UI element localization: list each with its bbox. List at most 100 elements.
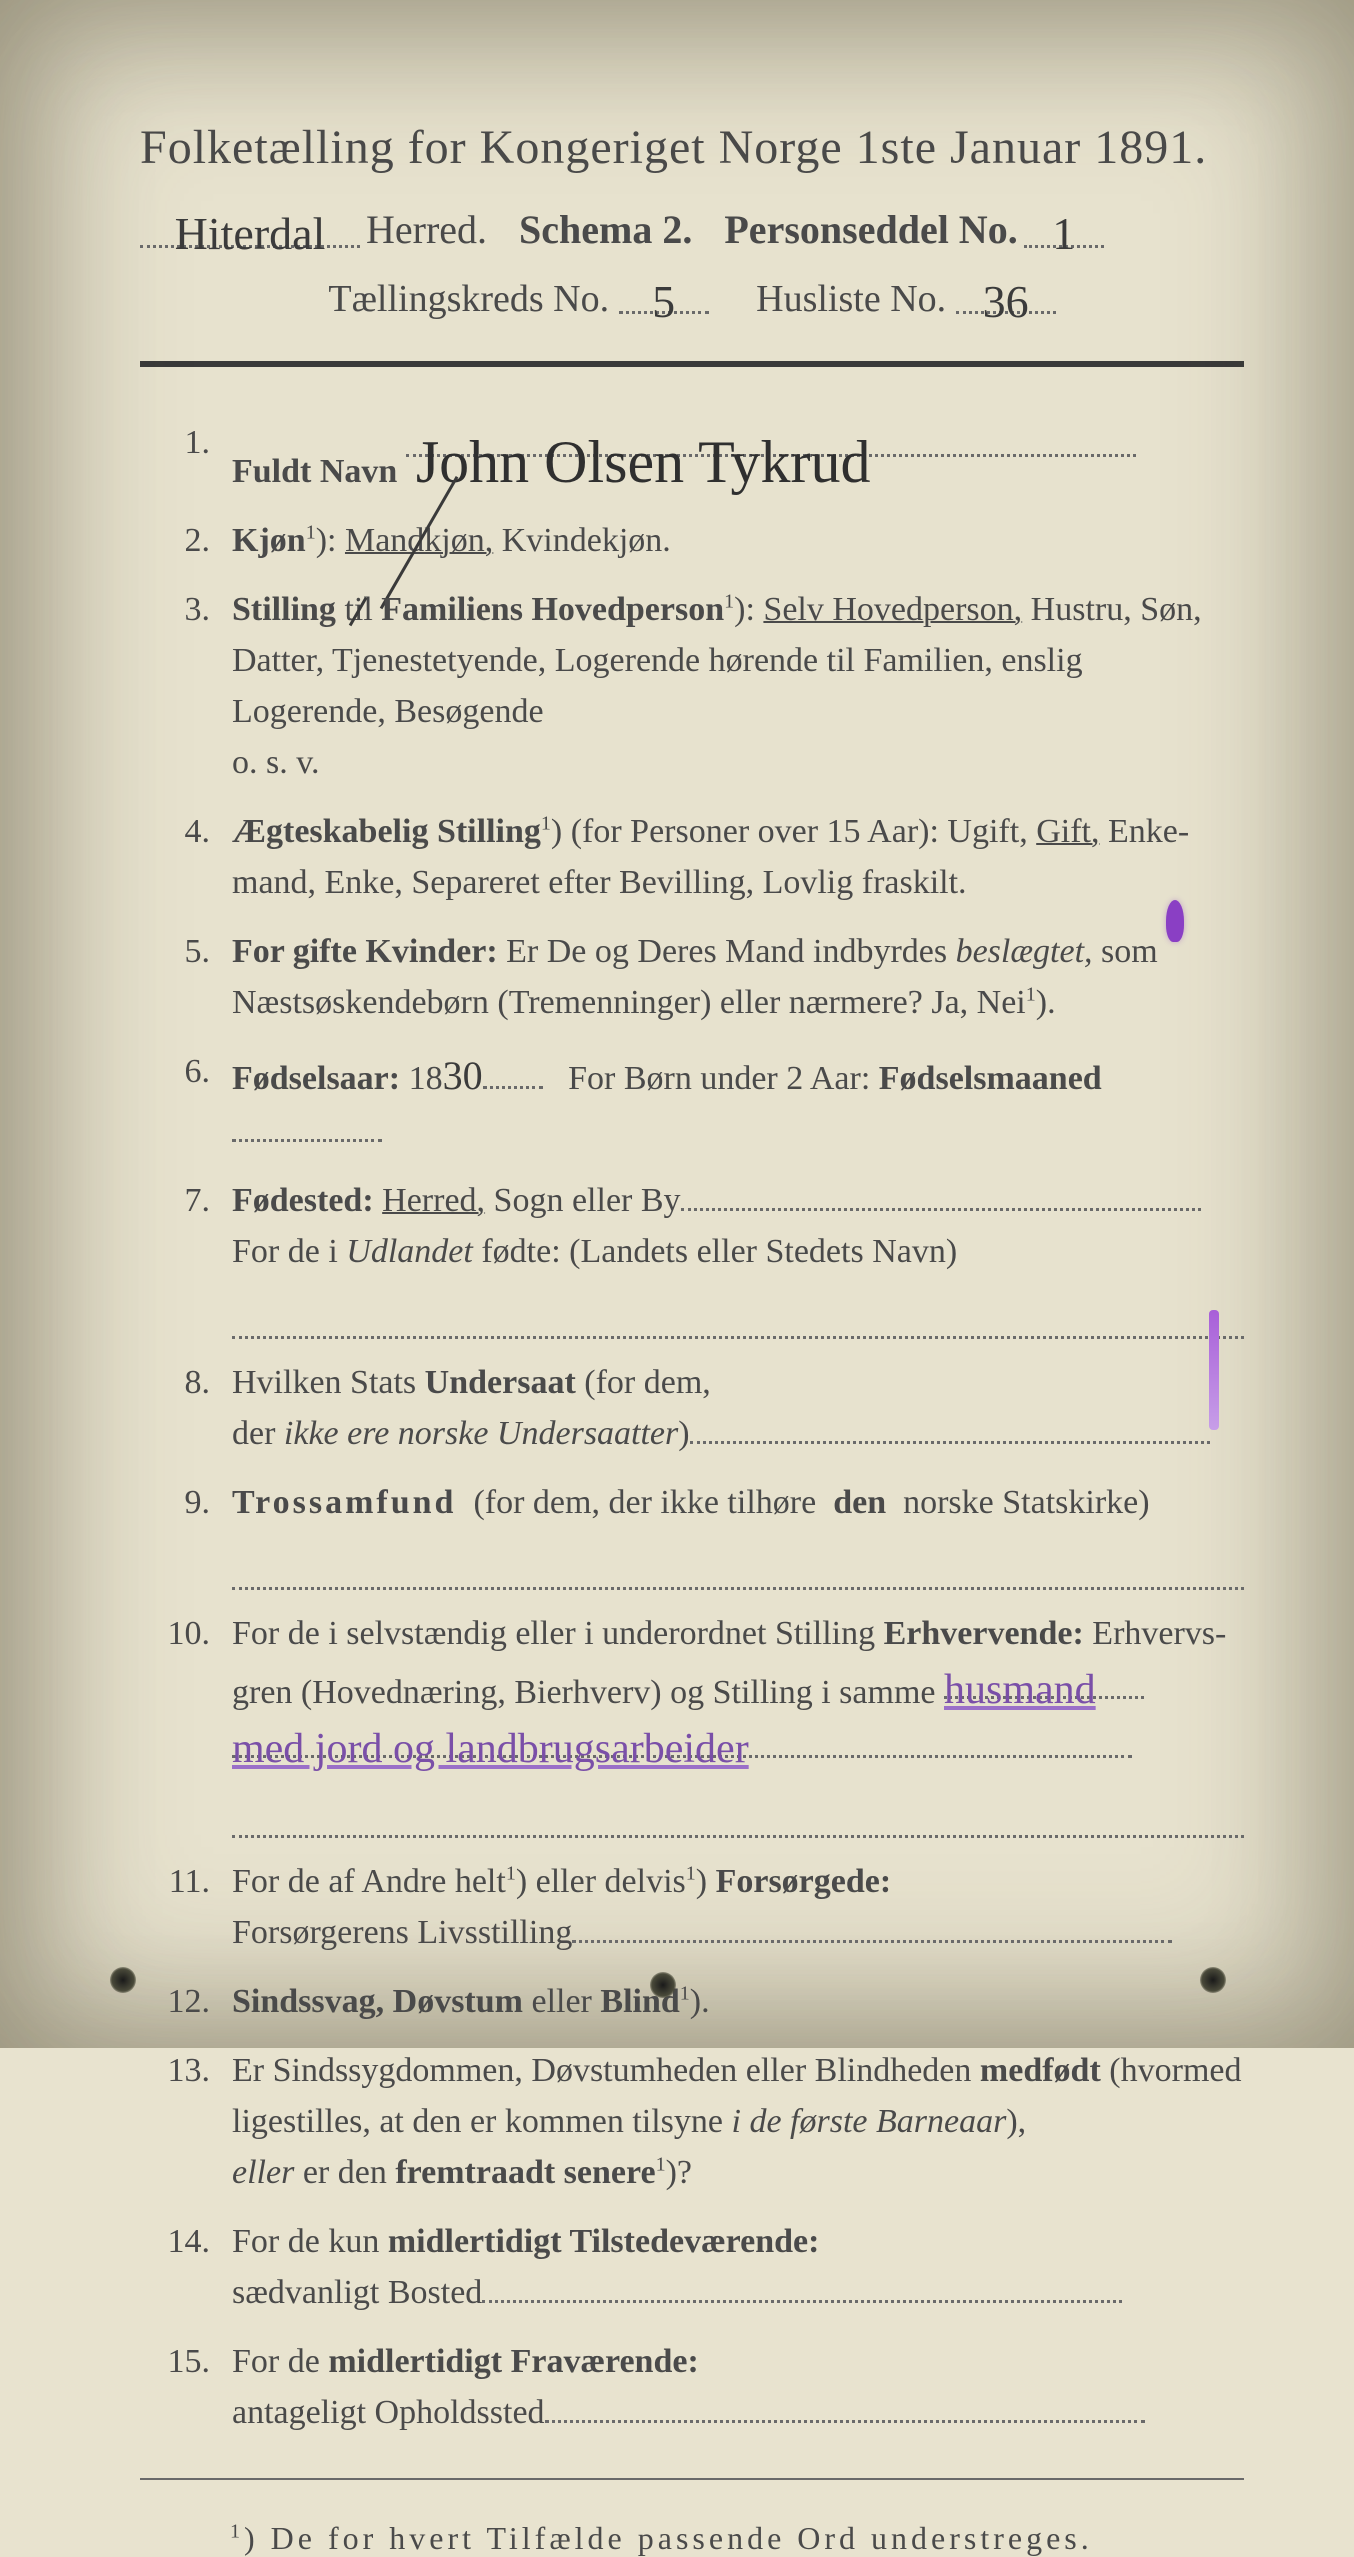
herred-field: Hiterdal xyxy=(140,201,360,248)
field-12: Sindssvag, Døvstum eller Blind1). xyxy=(140,1976,1244,2027)
husliste-field: 36 xyxy=(956,269,1056,314)
f7-l2a: For de i xyxy=(232,1233,338,1270)
f7-blank-line xyxy=(232,1295,1244,1339)
field-4: Ægteskabelig Stilling1) (for Personer ov… xyxy=(140,806,1244,908)
f13-l3c: fremtraadt senere xyxy=(395,2154,655,2191)
f1-label: Fuldt Navn xyxy=(232,453,397,490)
f12-text: Sindssvag, Døvstum xyxy=(232,1983,523,2020)
f10-l1a: For de i selvstændig eller i underordnet… xyxy=(232,1615,875,1652)
f15-l1b: midlertidigt Fraværende: xyxy=(328,2343,698,2380)
f11-sup1: 1 xyxy=(506,1863,516,1885)
f14-dots xyxy=(482,2300,1122,2303)
f13-l2a: ligestilles, at den er kommen tilsyne xyxy=(232,2103,723,2140)
f6-year-dots xyxy=(483,1086,543,1089)
f5-label: For gifte Kvinder: xyxy=(232,933,498,970)
f11-l2: Forsørgerens Livsstilling xyxy=(232,1914,572,1951)
f6-label-a: Fødselsaar: xyxy=(232,1060,400,1097)
header-line-1: Hiterdal Herred. Schema 2. Personseddel … xyxy=(140,201,1244,253)
field-13: Er Sindssygdommen, Døvstumheden eller Bl… xyxy=(140,2045,1244,2198)
f8-l1b: Undersaat xyxy=(425,1364,576,1401)
f2-mandkjon: Mandkjøn, xyxy=(345,522,493,559)
f3-line2: Datter, Tjenestetyende, Logerende hørend… xyxy=(232,642,1083,679)
binding-hole-left xyxy=(110,1967,136,1993)
f6-month-dots xyxy=(232,1139,382,1142)
f10-l2: gren (Hovednæring, Bierhverv) og Stillin… xyxy=(232,1674,936,1711)
binding-hole-center xyxy=(650,1972,676,1998)
f2-kvindekjon: Kvindekjøn. xyxy=(502,522,671,559)
f13-l2b: i de første Barneaar xyxy=(732,2103,1007,2140)
footnote: 1) De for hvert Tilfælde passende Ord un… xyxy=(140,2520,1244,2557)
herred-label: Herred. xyxy=(366,206,487,253)
f9-rest: norske Statskirke) xyxy=(903,1484,1149,1521)
f5-sup: 1 xyxy=(1026,984,1036,1006)
footnote-text: De for hvert Tilfælde passende Ord under… xyxy=(271,2520,1093,2556)
f13-l3b: er den xyxy=(303,2154,387,2191)
f9-label: Trossamfund xyxy=(232,1484,456,1521)
personseddel-label: Personseddel No. xyxy=(724,206,1017,253)
f6-label-c: Fødselsmaaned xyxy=(879,1060,1102,1097)
form-list: Fuldt Navn John Olsen Tykrud Kjøn1): Man… xyxy=(140,417,1244,2438)
f11-dots xyxy=(572,1940,1172,1943)
field-3: Stilling til Familiens Hovedperson1): Se… xyxy=(140,584,1244,788)
f4-label: Ægteskabelig Stilling xyxy=(232,813,541,850)
header-line-2: Tællingskreds No. 5 Husliste No. 36 xyxy=(140,269,1244,321)
f9-blank-line xyxy=(232,1546,1244,1590)
field-10: For de i selvstændig eller i underordnet… xyxy=(140,1608,1244,1839)
footer-rule xyxy=(140,2478,1244,2480)
f3-label-b: Familiens Hovedperson xyxy=(381,591,724,628)
field-14: For de kun midlertidigt Tilstedeværende:… xyxy=(140,2216,1244,2318)
purple-ink-stroke xyxy=(1209,1310,1219,1430)
f15-l1a: For de xyxy=(232,2343,320,2380)
binding-hole-right xyxy=(1200,1967,1226,1993)
f10-hand2: med jord og landbrugsarbeider xyxy=(232,1726,749,1772)
field-15: For de midlertidigt Fraværende: antageli… xyxy=(140,2336,1244,2438)
field-9: Trossamfund (for dem, der ikke tilhøre d… xyxy=(140,1477,1244,1590)
field-8: Hvilken Stats Undersaat (for dem, der ik… xyxy=(140,1357,1244,1459)
f14-l2: sædvanligt Bosted xyxy=(232,2274,482,2311)
f2-sup: 1 xyxy=(306,522,316,544)
schema-label: Schema 2. xyxy=(519,206,692,253)
f3-line4: o. s. v. xyxy=(232,744,320,781)
f11-l1a: For de af Andre helt xyxy=(232,1863,506,1900)
f12-or: eller xyxy=(531,1983,591,2020)
f8-l1c: (for dem, xyxy=(584,1364,711,1401)
f1-value-line: John Olsen Tykrud xyxy=(406,417,1136,457)
footnote-sup: 1 xyxy=(230,2521,244,2543)
f6-year-hand: 30 xyxy=(443,1053,483,1098)
f5-l1a: Er De og Deres Mand indbyrdes xyxy=(506,933,947,970)
purple-ink-blot xyxy=(1166,900,1184,942)
f3-sup: 1 xyxy=(724,591,734,613)
census-form-page: Folketælling for Kongeriget Norge 1ste J… xyxy=(0,0,1354,2048)
f13-sup: 1 xyxy=(656,2154,666,2176)
personseddel-field: 1 xyxy=(1024,201,1104,248)
f7-herred: Herred, xyxy=(382,1182,485,1219)
f14-l1a: For de kun xyxy=(232,2223,379,2260)
f10-hand1: husmand xyxy=(944,1667,1096,1713)
f11-sup2: 1 xyxy=(686,1863,696,1885)
f4-line2: mand, Enke, Separeret efter Bevilling, L… xyxy=(232,864,967,901)
f3-selv: Selv Hovedperson, xyxy=(763,591,1022,628)
f5-l1b: beslægtet, xyxy=(956,933,1093,970)
f7-l2c: fødte: (Landets eller Stedets Navn) xyxy=(481,1233,957,1270)
kreds-no: 5 xyxy=(652,276,675,327)
f3-line3: Logerende, Besøgende xyxy=(232,693,544,730)
f4-paren: (for Personer over 15 Aar): xyxy=(571,813,939,850)
f8-l1a: Hvilken Stats xyxy=(232,1364,416,1401)
f6-label-b: For Børn under 2 Aar: xyxy=(568,1060,870,1097)
f10-hand1-line: husmand xyxy=(944,1659,1144,1699)
f12-sup: 1 xyxy=(680,1983,690,2005)
f8-l2b: ikke ere norske Undersaatter xyxy=(284,1415,678,1452)
f15-dots xyxy=(545,2420,1145,2423)
f7-label: Fødested: xyxy=(232,1182,374,1219)
f13-l3a: eller xyxy=(232,2154,294,2191)
f2-label: Kjøn xyxy=(232,522,306,559)
kreds-label: Tællingskreds No. xyxy=(328,278,609,320)
f10-l1c: Erhvervs- xyxy=(1092,1615,1226,1652)
f3-label-a: Stilling xyxy=(232,591,336,628)
f6-year-prefix: 18 xyxy=(409,1060,443,1097)
header-rule xyxy=(140,361,1244,367)
f5-l1c: som xyxy=(1101,933,1158,970)
f4-gift: Gift, xyxy=(1036,813,1099,850)
field-2: Kjøn1): Mandkjøn, Kvindekjøn. xyxy=(140,515,1244,566)
kreds-field: 5 xyxy=(619,269,709,314)
